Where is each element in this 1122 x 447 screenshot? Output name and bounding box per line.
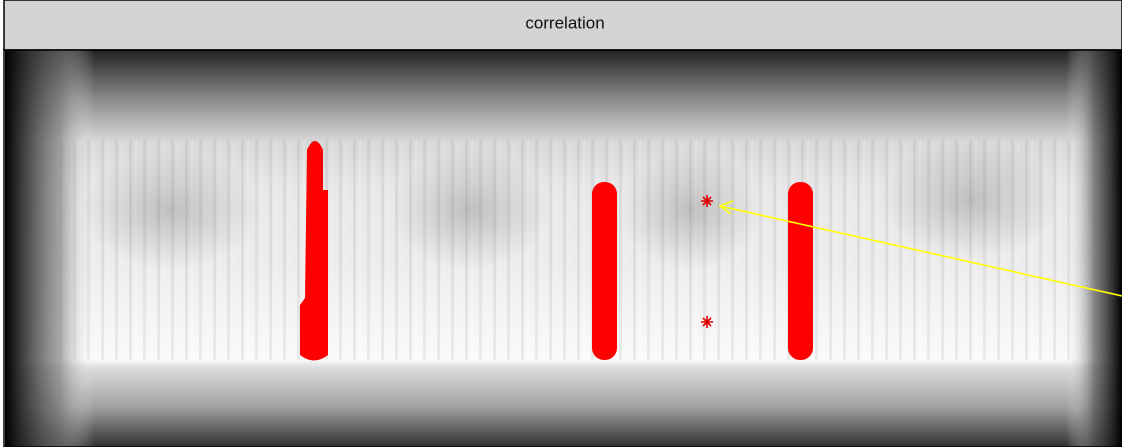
correlation-image (4, 50, 1122, 447)
window-title: correlation (525, 13, 604, 32)
page: correlation (() => { const data = JSON.p… (0, 0, 1122, 447)
figure-window: correlation (0, 0, 1122, 447)
